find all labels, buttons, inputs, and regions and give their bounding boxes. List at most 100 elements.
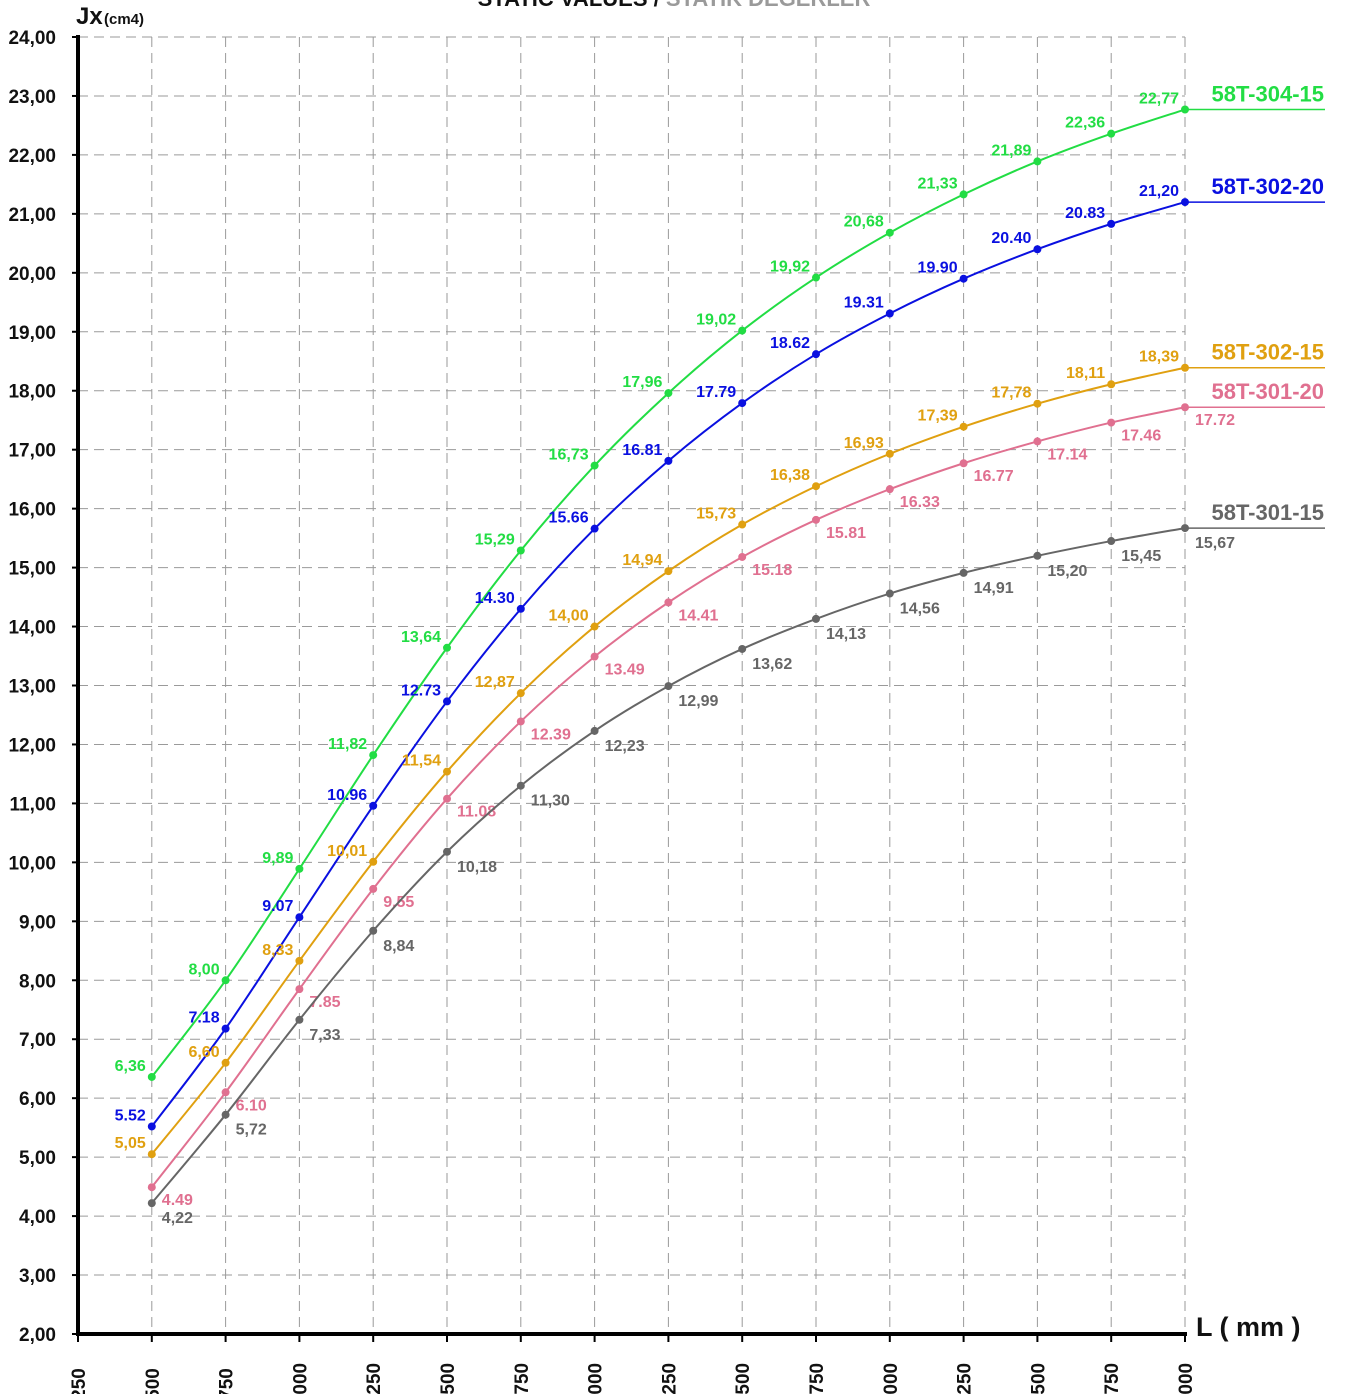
y-tick-label: 15,00	[8, 559, 56, 580]
data-label: 6,36	[115, 1058, 146, 1075]
x-tick-label: 2000	[586, 1363, 607, 1394]
series-name-label: 58T-301-20	[1211, 379, 1324, 404]
data-label: 12,87	[475, 674, 515, 691]
data-label: 7.18	[188, 1010, 219, 1027]
data-label: 11,82	[328, 736, 367, 753]
x-tick-label: 500	[143, 1368, 164, 1394]
x-tick-label: 3750	[1102, 1363, 1123, 1394]
data-point	[885, 228, 894, 237]
data-point	[369, 926, 378, 935]
data-label: 10,01	[327, 843, 367, 860]
y-tick-label: 2,00	[19, 1325, 56, 1346]
data-point	[885, 589, 894, 598]
series-line	[151, 108, 1186, 1078]
data-label: 21,20	[1139, 183, 1179, 200]
data-label: 21,33	[918, 175, 958, 192]
data-point	[369, 857, 378, 866]
data-point	[738, 399, 747, 408]
data-point	[738, 552, 747, 561]
data-point	[812, 350, 820, 359]
data-label: 18.62	[770, 335, 810, 352]
data-label: 22,36	[1065, 115, 1105, 132]
x-tick-label: 3250	[955, 1363, 976, 1394]
data-label: 19,02	[696, 312, 736, 329]
x-tick-label: 2750	[807, 1363, 828, 1394]
data-label: 16.77	[974, 468, 1014, 485]
data-point	[221, 1024, 230, 1033]
data-label: 12,23	[605, 738, 645, 755]
data-point	[590, 652, 599, 661]
data-label: 20.83	[1065, 205, 1105, 222]
series-name-label: 58T-304-15	[1211, 82, 1324, 107]
data-label: 16.33	[900, 494, 940, 511]
data-label: 15,29	[475, 531, 515, 548]
y-tick-label: 22,00	[8, 146, 56, 167]
y-tick-label: 21,00	[8, 205, 56, 226]
data-point	[738, 644, 747, 653]
data-point	[1107, 537, 1116, 546]
data-point	[664, 682, 673, 691]
data-label: 6,60	[188, 1044, 219, 1061]
data-point	[885, 309, 894, 318]
series-name-label: 58T-301-15	[1211, 500, 1324, 525]
x-tick-label: 2500	[733, 1363, 754, 1394]
data-point	[1033, 245, 1042, 254]
series-line	[151, 527, 1186, 1204]
data-label: 7,33	[309, 1027, 340, 1044]
data-point	[885, 485, 894, 494]
data-label: 11.08	[457, 804, 496, 821]
data-label: 14,91	[974, 580, 1014, 597]
data-label: 8,84	[383, 938, 414, 955]
data-point	[443, 767, 451, 776]
data-point	[1033, 551, 1042, 560]
data-point	[885, 449, 894, 458]
data-label: 12,99	[678, 693, 718, 710]
y-tick-label: 18,00	[8, 382, 56, 403]
data-label: 8,33	[262, 942, 293, 959]
data-label: 16,38	[770, 467, 810, 484]
series-name-label: 58T-302-15	[1211, 340, 1324, 365]
data-point	[664, 456, 673, 465]
data-label: 17,96	[622, 374, 662, 391]
data-label: 15,73	[696, 506, 736, 523]
data-point	[812, 515, 820, 524]
data-label: 16,93	[844, 435, 884, 452]
x-tick-label: 1500	[438, 1363, 459, 1394]
data-point	[1181, 524, 1189, 533]
y-tick-label: 5,00	[19, 1148, 56, 1169]
data-label: 17,78	[991, 385, 1031, 402]
data-label: 12.39	[531, 726, 571, 743]
data-label: 15,20	[1047, 563, 1087, 580]
data-label: 10,18	[457, 859, 497, 876]
data-point	[1033, 399, 1042, 408]
data-label: 15.66	[549, 510, 589, 527]
data-point	[959, 568, 968, 577]
y-tick-label: 11,00	[10, 794, 57, 815]
data-point	[147, 1183, 156, 1192]
data-label: 14.30	[475, 590, 515, 607]
data-point	[1033, 157, 1042, 166]
data-label: 4.49	[162, 1192, 193, 1209]
chart-subtitle: STATİK DEĞERLER	[666, 0, 871, 11]
data-label: 22,77	[1139, 91, 1179, 108]
chart-title-separator: /	[648, 0, 666, 11]
data-point	[664, 567, 673, 576]
x-tick-label: 4000	[1176, 1363, 1197, 1394]
data-label: 6.10	[236, 1097, 267, 1114]
data-point	[443, 794, 451, 803]
data-point	[812, 273, 820, 282]
y-tick-label: 14,00	[8, 618, 56, 639]
data-label: 17.14	[1047, 446, 1087, 463]
data-label: 5,72	[236, 1122, 267, 1139]
data-label: 17.79	[696, 384, 736, 401]
data-point	[147, 1150, 156, 1159]
y-axis-title: Jx	[76, 3, 103, 30]
chart-title: STATIC VALUES	[478, 0, 648, 11]
y-tick-label: 16,00	[8, 500, 56, 521]
data-point	[1181, 363, 1189, 372]
x-tick-label: 2250	[659, 1363, 680, 1394]
data-point	[295, 985, 304, 994]
data-point	[1107, 129, 1116, 138]
x-tick-label: 3500	[1028, 1363, 1049, 1394]
data-point	[221, 1110, 230, 1119]
